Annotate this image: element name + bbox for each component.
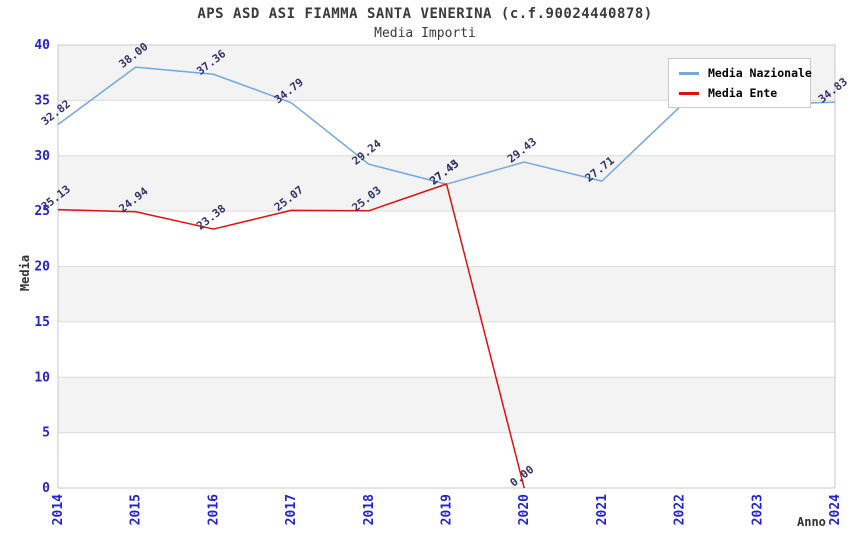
y-tick-label: 25 xyxy=(34,204,50,219)
plot-band xyxy=(58,321,835,378)
y-tick-label: 0 xyxy=(42,481,50,496)
legend-item-media-ente: Media Ente xyxy=(679,86,804,100)
y-tick-label: 35 xyxy=(34,93,50,108)
chart-title: APS ASD ASI FIAMMA SANTA VENERINA (c.f.9… xyxy=(197,6,653,22)
y-tick-label: 40 xyxy=(34,38,50,53)
x-tick-label: 2014 xyxy=(51,494,66,525)
legend: Media Nazionale Media Ente xyxy=(668,58,812,108)
x-axis-title: Anno xyxy=(797,515,826,529)
legend-label-media-ente: Media Ente xyxy=(708,86,778,100)
plot-band xyxy=(58,377,835,433)
y-tick-label: 15 xyxy=(34,315,50,330)
y-tick-label: 5 xyxy=(42,426,50,441)
y-tick-label: 10 xyxy=(34,370,50,385)
x-tick-label: 2021 xyxy=(595,494,610,525)
plot-band xyxy=(58,100,835,156)
x-tick-label: 2015 xyxy=(129,494,144,525)
x-tick-label: 2020 xyxy=(517,494,532,525)
series-line-media-ente xyxy=(57,183,525,489)
x-tick-label: 2023 xyxy=(750,494,765,525)
x-tick-label: 2017 xyxy=(284,494,299,525)
legend-label-media-nazionale: Media Nazionale xyxy=(708,66,812,80)
legend-item-media-nazionale: Media Nazionale xyxy=(679,66,812,80)
y-tick-label: 20 xyxy=(34,260,50,275)
y-axis-title: Media xyxy=(18,254,33,292)
media-nazionale-line-swatch xyxy=(679,71,699,75)
plot-band xyxy=(58,266,835,322)
plot-band xyxy=(58,211,835,267)
x-tick-label: 2016 xyxy=(206,494,221,525)
media-ente-line-swatch xyxy=(679,91,699,95)
x-tick-label: 2018 xyxy=(362,494,377,525)
x-tick-label: 2024 xyxy=(828,494,843,525)
plot-border xyxy=(57,44,836,489)
x-tick-label: 2019 xyxy=(440,494,455,525)
x-tick-label: 2022 xyxy=(673,494,688,525)
chart-subtitle: Media Importi xyxy=(374,26,476,41)
y-tick-label: 30 xyxy=(34,149,50,164)
plot-band xyxy=(58,432,835,488)
